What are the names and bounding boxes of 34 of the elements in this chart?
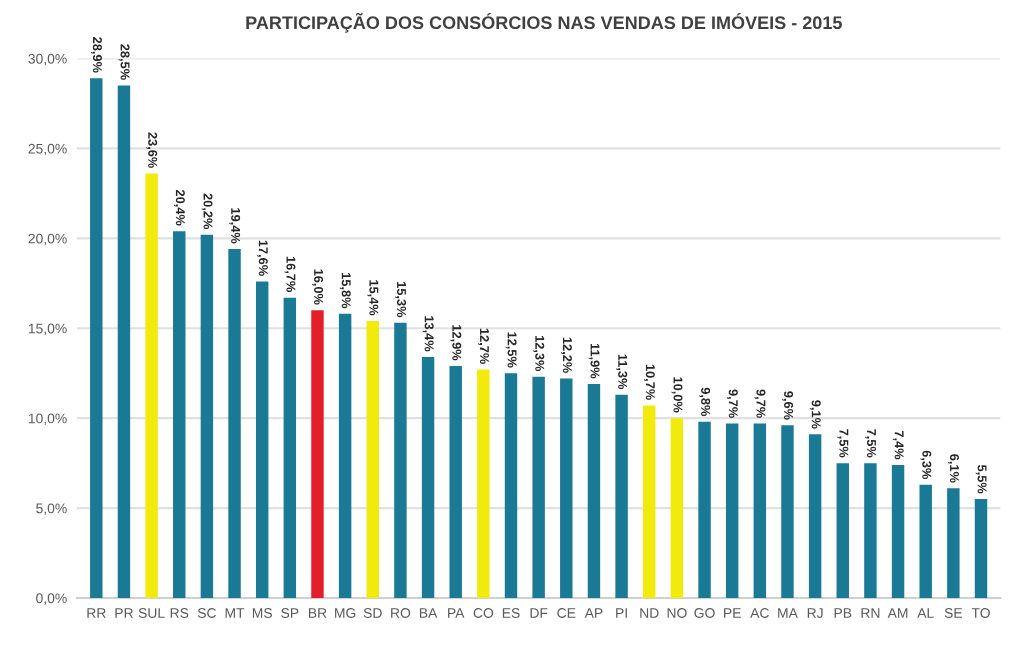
- bar: [228, 249, 241, 598]
- chart-title: PARTICIPAÇÃO DOS CONSÓRCIOS NAS VENDAS DE IMÓVEIS - 2015: [246, 12, 842, 33]
- bar: [781, 425, 794, 598]
- bar: [394, 322, 407, 598]
- bar: [90, 78, 103, 598]
- bar: [698, 421, 711, 598]
- bar: [366, 321, 379, 598]
- bar: [255, 281, 269, 598]
- bar: [504, 373, 518, 598]
- bar: [283, 297, 297, 598]
- bar: [670, 418, 684, 598]
- bar: [974, 499, 988, 598]
- bar: [173, 231, 186, 598]
- bar: [725, 423, 739, 598]
- bar: [891, 464, 905, 598]
- bar: [200, 234, 214, 598]
- bar: [753, 423, 767, 598]
- bar: [808, 434, 822, 598]
- bar: [864, 463, 877, 598]
- bar: [449, 366, 462, 598]
- bar: [338, 313, 352, 598]
- bar: [311, 310, 324, 598]
- bar: [117, 85, 131, 598]
- bar: [560, 378, 573, 598]
- bar: [947, 488, 960, 598]
- bar: [532, 376, 545, 598]
- bar: [587, 384, 601, 598]
- bar: [421, 357, 435, 598]
- bar: [836, 463, 849, 598]
- bar: [615, 394, 628, 598]
- bar: [477, 369, 490, 598]
- bar: [145, 173, 158, 598]
- bar: [643, 405, 656, 598]
- bar: [919, 484, 932, 598]
